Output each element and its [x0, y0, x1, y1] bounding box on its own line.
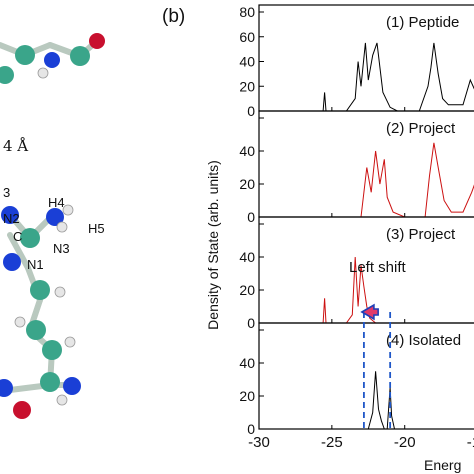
- shift-annotation: Left shift: [349, 259, 407, 429]
- bond: [7, 232, 31, 271]
- left-shift-label: Left shift: [349, 259, 407, 276]
- y-tick-label: 40: [239, 249, 255, 265]
- hydrogen-atom: [14, 316, 26, 328]
- nitrogen-atom: [3, 253, 21, 271]
- y-tick-label: 20: [239, 78, 255, 94]
- y-tick-label: 20: [239, 176, 255, 192]
- panel-title: (4) Isolated: [386, 332, 461, 349]
- x-axis-title: Energ: [424, 457, 461, 473]
- x-tick-label: -25: [321, 434, 343, 451]
- y-tick-label: 60: [239, 29, 255, 45]
- y-tick-label: 0: [247, 421, 255, 437]
- carbon-atom: [40, 372, 60, 392]
- carbon-atom: [70, 46, 90, 66]
- dos-panels: 0 20 40 60 80 (1) Peptide 0 20 40 (2) Project 0 20 4…: [239, 4, 474, 437]
- hydrogen-atom: [56, 221, 68, 233]
- panel-b-label: (b): [162, 6, 185, 27]
- hydrogen-atom: [62, 204, 74, 216]
- oxygen-atom: [89, 33, 105, 49]
- nitrogen-atom: [44, 52, 60, 68]
- y-tick-label: 0: [247, 315, 255, 331]
- panel-title: (1) Peptide: [386, 14, 459, 31]
- y-tick-label: 80: [239, 4, 255, 20]
- y-tick-label: 20: [239, 282, 255, 298]
- molecule-illustration: 4 Å 3 N2 H4 H5 C N3 N1: [0, 33, 105, 419]
- x-tick-label: -20: [394, 434, 416, 451]
- carbon-atom: [20, 228, 40, 248]
- y-tick-label: 20: [239, 388, 255, 404]
- dos-series-line: [259, 42, 474, 112]
- y-tick-label: 40: [239, 143, 255, 159]
- x-tick-label: -30: [248, 434, 270, 451]
- nitrogen-atom: [0, 379, 13, 397]
- nitrogen-atom: [63, 377, 81, 395]
- atom-label: H5: [88, 221, 105, 236]
- nitrogen-atom: [46, 208, 64, 226]
- atom-label: N1: [27, 257, 44, 272]
- panel-title: (2) Project: [386, 120, 456, 137]
- x-axis-ticks: -30 -25 -20 -15: [248, 434, 474, 451]
- dos-panel-1: 0 20 40 60 80 (1) Peptide: [239, 4, 474, 119]
- oxygen-atom: [13, 401, 31, 419]
- carbon-atom: [0, 66, 14, 84]
- atom-label: N2: [3, 211, 20, 226]
- y-tick-label: 0: [247, 209, 255, 225]
- carbon-atom: [26, 320, 46, 340]
- atom-label: C: [13, 229, 22, 244]
- y-tick-label: 40: [239, 355, 255, 371]
- hydrogen-atom: [64, 336, 76, 348]
- hydrogen-atom: [54, 286, 66, 298]
- atom-label: N3: [53, 241, 70, 256]
- x-tick-label: -15: [467, 434, 474, 451]
- carbon-atom: [42, 340, 62, 360]
- hydrogen-atom: [37, 67, 49, 79]
- dos-series-line: [259, 142, 474, 218]
- nitrogen-atom: [1, 206, 19, 224]
- dos-panel-2: 0 20 40 (2) Project: [239, 110, 474, 225]
- carbon-atom: [30, 280, 50, 300]
- atom-label: 3: [3, 185, 10, 200]
- dos-series-line: [259, 256, 474, 324]
- panel-title: (3) Project: [386, 226, 456, 243]
- distance-label: 4 Å: [3, 137, 28, 155]
- dos-series-line: [259, 371, 474, 430]
- y-axis-title: Density of State (arb. units): [205, 160, 221, 330]
- left-shift-arrow: [360, 303, 379, 321]
- y-tick-label: 0: [247, 103, 255, 119]
- y-tick-label: 40: [239, 54, 255, 70]
- atom-label: H4: [48, 195, 65, 210]
- hydrogen-atom: [56, 394, 68, 406]
- carbon-atom: [15, 45, 35, 65]
- dos-panel-4: 0 20 40 (4) Isolated: [239, 322, 474, 437]
